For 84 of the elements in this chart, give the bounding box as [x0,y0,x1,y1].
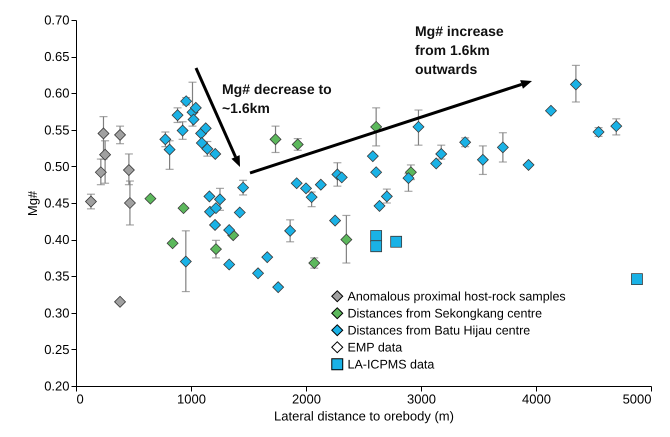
x-tick-label: 0 [76,392,84,406]
legend-label: Distances from Batu Hijau centre [348,323,530,338]
point [380,190,393,202]
point [284,224,296,237]
point [270,133,282,146]
point [430,158,442,170]
point [200,122,212,134]
x-axis-title: Lateral distance to orebody (m) [274,408,454,424]
y-tick-label: 0.35 [44,268,70,284]
y-tick-label: 0.45 [44,196,70,210]
y-tick-label: 0.20 [44,378,70,394]
point [144,192,156,204]
point [123,164,135,176]
point [545,104,557,117]
point [223,224,236,236]
point [188,114,200,126]
point [85,196,97,208]
point [204,190,216,202]
point [610,120,622,132]
point [201,142,214,155]
point [631,273,643,286]
point [209,219,221,231]
annotation: Mg# increase from 1.6km outwards [415,22,505,79]
point [210,202,222,214]
point [374,200,386,212]
x-tick-label: 2000 [292,392,321,406]
point [214,193,226,206]
point [196,137,208,149]
y-tick-label: 0.25 [44,342,70,357]
point [252,267,264,280]
x-tick-label: 3000 [407,392,436,406]
point [329,214,341,226]
point [114,296,126,308]
point [340,234,352,246]
y-tick-label: 0.40 [44,232,70,248]
point [261,251,274,264]
legend-label: Distances from Sekongkang centre [348,306,542,320]
point [178,202,190,214]
point [290,177,303,190]
y-tick-label: 0.65 [44,49,70,64]
y-tick-label: 0.55 [44,122,70,138]
legend-label: Anomalous proximal host-rock samples [348,289,566,304]
point [314,178,327,191]
y-tick-label: 0.30 [44,305,70,320]
x-tick-label: 1000 [177,392,206,406]
legend-label: LA-ICPMS data [348,357,434,372]
point [306,191,318,204]
point [272,281,284,294]
point [223,258,236,270]
x-tick-label: 4000 [522,392,551,406]
point [390,236,402,248]
point [402,172,414,184]
point [370,166,382,178]
point [476,154,489,166]
point [497,141,509,154]
point [176,124,188,136]
point [124,197,136,209]
point [366,150,379,162]
point [190,102,202,114]
point [292,138,304,150]
point [99,148,111,161]
y-tick-label: 0.50 [44,158,70,174]
annotation: Mg# decrease to ~1.6km [222,80,333,118]
point [94,166,107,178]
y-tick-label: 0.60 [44,86,70,101]
x-tick-label: 5000 [622,392,652,406]
point [234,206,246,218]
point [412,120,424,133]
point [166,237,178,250]
point [164,144,176,156]
point [180,256,192,268]
point [98,128,110,140]
point [336,172,348,184]
legend-label: EMP data [348,340,402,354]
point [210,243,222,255]
y-tick-label: 0.70 [44,12,70,28]
point [114,129,126,141]
point [522,159,534,171]
y-axis-title: Mg# [25,190,40,216]
point [435,148,448,160]
point [570,78,582,90]
point [370,240,382,252]
point [300,182,312,194]
point [209,148,222,160]
